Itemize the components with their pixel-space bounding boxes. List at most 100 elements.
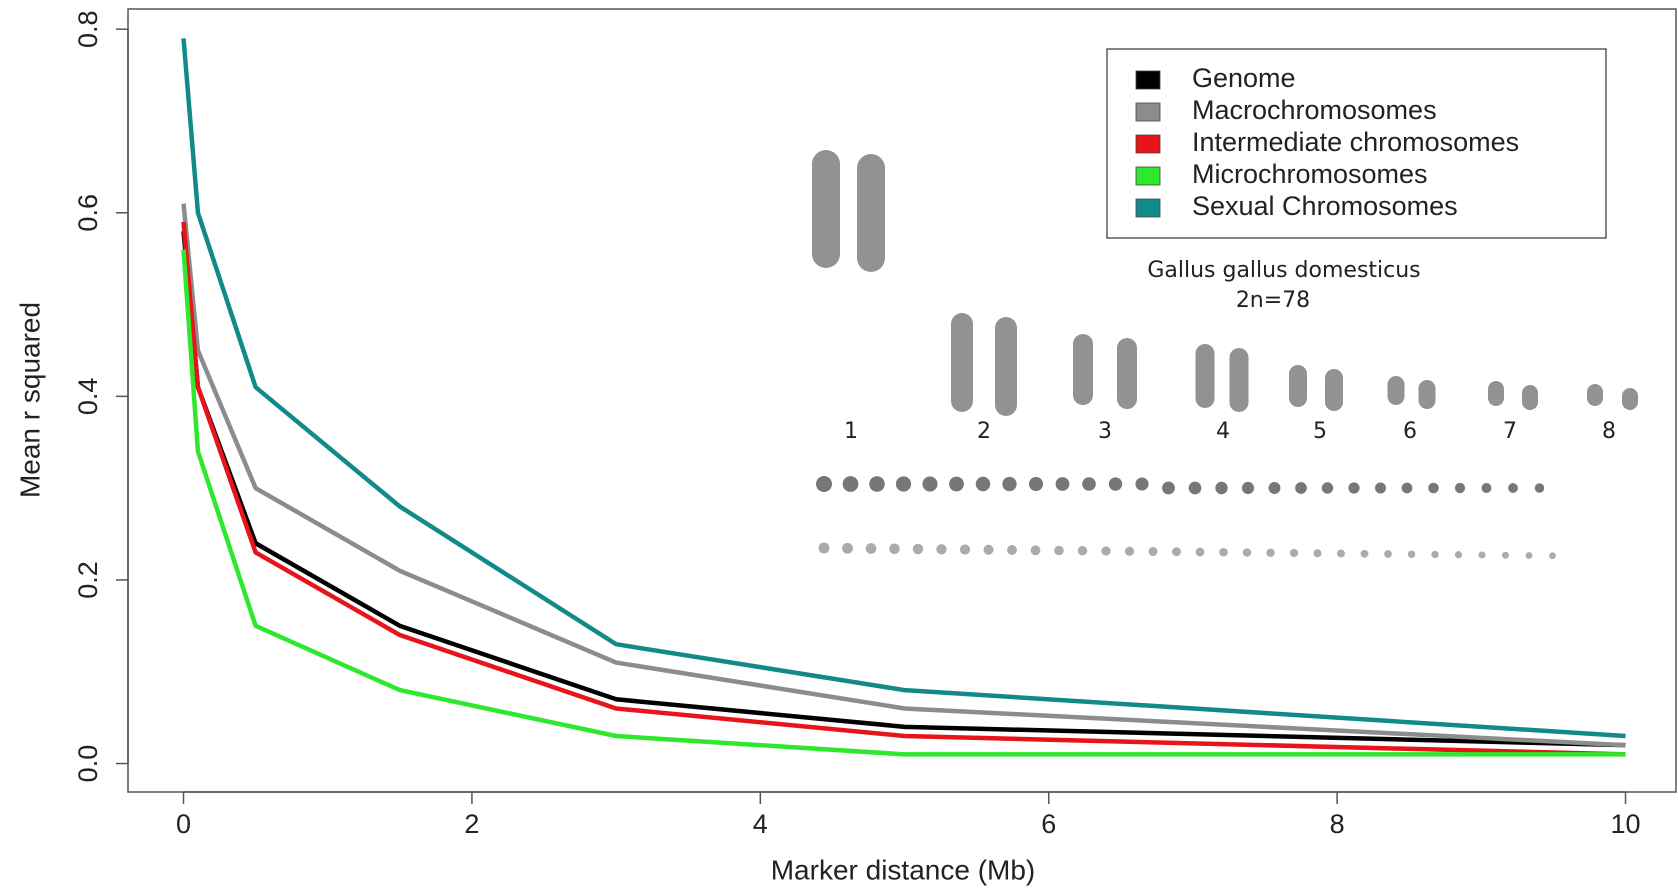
microchromosome (1508, 483, 1518, 493)
microchromosome (922, 476, 938, 492)
legend-label: Genome (1192, 63, 1296, 93)
microchromosome (1478, 551, 1486, 559)
microchromosome (1337, 549, 1345, 558)
legend-swatch (1135, 166, 1161, 186)
karyotype-label: 5 (1313, 419, 1327, 444)
legend-label: Sexual Chromosomes (1192, 191, 1458, 221)
chromosome (1073, 334, 1093, 405)
karyotype-title: Gallus gallus domesticus (1147, 258, 1420, 283)
x-tick-label: 10 (1611, 809, 1641, 839)
chromosome (1522, 385, 1538, 410)
microchromosome (1241, 481, 1255, 495)
data-line (181, 38, 1626, 739)
microchromosome (1454, 551, 1463, 559)
chromosome (1117, 338, 1137, 409)
legend-swatch (1135, 198, 1161, 218)
karyotype-label: 7 (1503, 419, 1517, 444)
microchromosome (1295, 482, 1307, 494)
chromosome (995, 317, 1017, 416)
microchromosome (1195, 547, 1205, 557)
microchromosome (975, 476, 991, 492)
karyotype-label: 6 (1403, 419, 1417, 444)
microchromosome (1360, 549, 1369, 558)
microchromosome (889, 543, 900, 555)
microchromosome (1108, 477, 1123, 491)
microchromosome (1534, 483, 1545, 493)
chromosome (1325, 369, 1343, 411)
microchromosome (1135, 477, 1149, 491)
microchromosome (1028, 476, 1044, 492)
microchromosome (1428, 482, 1439, 494)
legend-swatch (1135, 134, 1161, 154)
chromosome (1622, 388, 1638, 410)
microchromosome (818, 542, 830, 554)
data-line (181, 221, 1626, 757)
microchromosome (1289, 548, 1299, 558)
chromosome (857, 154, 885, 272)
karyotype-label: 2 (977, 419, 991, 444)
microchromosome (1148, 546, 1158, 557)
chromosome (812, 150, 840, 268)
x-axis-label: Marker distance (Mb) (771, 854, 1036, 885)
microchromosome (1313, 549, 1322, 558)
y-axis-label: Mean r squared (14, 302, 45, 498)
microchromosome (1454, 482, 1466, 494)
microchromosome (816, 476, 832, 492)
microchromosome (1030, 545, 1041, 556)
chromosome (1195, 344, 1215, 408)
microchromosome (1502, 551, 1509, 559)
karyotype-label: 4 (1216, 419, 1230, 444)
microchromosome (1375, 482, 1386, 494)
y-tick-label: 0.2 (73, 561, 103, 599)
karyotype-label: 3 (1098, 419, 1112, 444)
karyotype-label: 8 (1602, 419, 1616, 444)
microchromosome (1431, 550, 1439, 559)
microchromosome (1055, 477, 1070, 491)
microchromosome (1401, 482, 1413, 494)
microchromosome (1188, 481, 1202, 495)
microchromosome (1481, 483, 1492, 493)
microchromosome (1077, 546, 1088, 556)
microchromosome (1348, 482, 1360, 494)
karyotype-label: 1 (844, 419, 858, 444)
microchromosome (983, 544, 994, 555)
microchromosome (1266, 548, 1275, 557)
microchromosome (959, 544, 971, 555)
chromosome (1289, 365, 1307, 407)
microchromosome (1101, 546, 1111, 556)
microchromosome (1407, 550, 1416, 558)
y-tick-label: 0.8 (73, 10, 103, 48)
microchromosome (1384, 550, 1392, 558)
chromosome (1488, 381, 1504, 406)
microchromosome (842, 542, 853, 554)
karyotype-count: 2n=78 (1236, 288, 1310, 313)
x-tick-label: 2 (464, 809, 479, 839)
microchromosome (1162, 481, 1175, 495)
microchromosome (1268, 482, 1281, 494)
chromosome (951, 313, 973, 412)
x-tick-label: 4 (753, 809, 768, 839)
data-line (181, 203, 1626, 748)
microchromosome (912, 543, 924, 555)
microchromosome (1054, 545, 1064, 556)
y-tick-label: 0.0 (73, 745, 103, 783)
microchromosome (895, 476, 912, 492)
chromosome (1418, 380, 1436, 409)
microchromosome (1321, 482, 1334, 494)
x-tick-label: 6 (1041, 809, 1056, 839)
microchromosome (1525, 552, 1533, 559)
karyotype-image (812, 150, 1638, 560)
chromosome (1229, 348, 1249, 412)
y-tick-label: 0.4 (73, 378, 103, 416)
x-tick-label: 0 (176, 809, 191, 839)
legend-box (1106, 48, 1607, 239)
x-tick-label: 8 (1330, 809, 1345, 839)
microchromosome (1215, 481, 1228, 495)
microchromosome (1219, 547, 1228, 557)
microchromosome (842, 476, 859, 492)
legend-swatch (1135, 102, 1161, 122)
microchromosome (1007, 545, 1017, 555)
microchromosome (1002, 476, 1017, 492)
